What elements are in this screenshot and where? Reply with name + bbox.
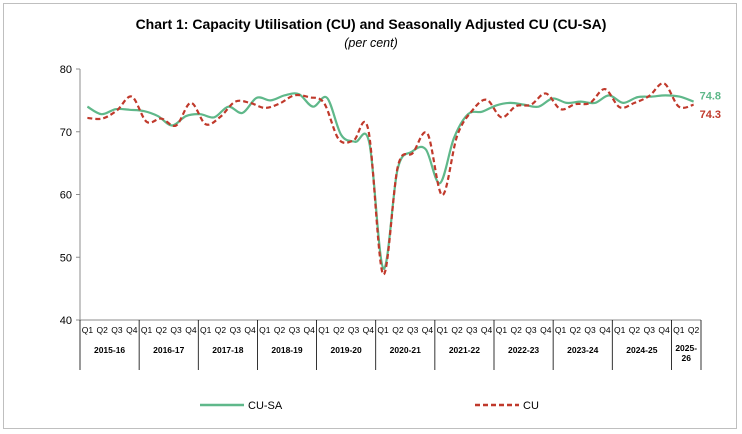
x-year-label: 2024-25 [626, 345, 657, 355]
end-value-label-cu-sa: 74.8 [700, 91, 721, 103]
x-quarter-label: Q3 [644, 325, 656, 335]
x-year-label: 2019-20 [331, 345, 362, 355]
x-quarter-label: Q3 [525, 325, 537, 335]
chart-title: Chart 1: Capacity Utilisation (CU) and S… [135, 16, 607, 32]
legend-label-cu-sa: CU-SA [248, 400, 283, 412]
x-quarter-label: Q4 [363, 325, 375, 335]
x-quarter-label: Q1 [614, 325, 626, 335]
x-quarter-label: Q4 [481, 325, 493, 335]
x-quarter-label: Q4 [422, 325, 434, 335]
x-year-label: 2018-19 [271, 345, 302, 355]
x-quarter-label: Q2 [333, 325, 345, 335]
x-quarter-label: Q1 [496, 325, 508, 335]
x-quarter-label: Q1 [377, 325, 389, 335]
x-quarter-label: Q4 [658, 325, 670, 335]
x-quarter-label: Q2 [511, 325, 523, 335]
x-year-label: 2015-16 [94, 345, 125, 355]
x-quarter-label: Q2 [629, 325, 641, 335]
chart-frame [3, 3, 737, 429]
x-quarter-label: Q4 [599, 325, 611, 335]
y-tick-label: 70 [60, 127, 72, 139]
x-year-label: 2023-24 [567, 345, 598, 355]
series-line-cu-sa [86, 92, 694, 270]
legend-label-cu: CU [523, 400, 539, 412]
x-quarter-label: Q4 [244, 325, 256, 335]
x-quarter-label: Q2 [392, 325, 404, 335]
x-quarter-label: Q1 [318, 325, 330, 335]
x-quarter-label: Q2 [274, 325, 286, 335]
x-quarter-label: Q1 [141, 325, 153, 335]
x-year-label: 2017-18 [212, 345, 243, 355]
x-quarter-label: Q3 [230, 325, 242, 335]
x-quarter-label: Q1 [555, 325, 567, 335]
y-tick-label: 50 [60, 252, 72, 264]
x-quarter-label: Q1 [200, 325, 212, 335]
x-quarter-label: Q3 [466, 325, 478, 335]
x-quarter-label: Q2 [570, 325, 582, 335]
x-quarter-label: Q2 [451, 325, 463, 335]
x-year-label: 2016-17 [153, 345, 184, 355]
x-year-label: 26 [681, 353, 691, 363]
x-quarter-label: Q2 [156, 325, 168, 335]
x-quarter-label: Q3 [111, 325, 123, 335]
end-value-label-cu: 74.3 [700, 109, 721, 121]
chart-subtitle: (per cent) [344, 36, 398, 50]
x-quarter-label: Q3 [348, 325, 360, 335]
x-quarter-label: Q1 [82, 325, 94, 335]
x-year-label: 2025- [675, 343, 697, 353]
x-year-label: 2022-23 [508, 345, 539, 355]
x-quarter-label: Q4 [126, 325, 138, 335]
y-tick-label: 60 [60, 190, 72, 202]
x-quarter-label: Q4 [304, 325, 316, 335]
y-tick-label: 80 [60, 64, 72, 76]
series-line-cu [87, 82, 694, 276]
x-year-label: 2021-22 [449, 345, 480, 355]
x-quarter-label: Q1 [437, 325, 449, 335]
x-year-label: 2020-21 [390, 345, 421, 355]
x-quarter-label: Q2 [688, 325, 700, 335]
x-quarter-label: Q1 [673, 325, 685, 335]
y-tick-label: 40 [60, 315, 72, 327]
x-quarter-label: Q3 [584, 325, 596, 335]
x-quarter-label: Q1 [259, 325, 271, 335]
x-quarter-label: Q2 [97, 325, 109, 335]
x-quarter-label: Q4 [540, 325, 552, 335]
x-quarter-label: Q3 [170, 325, 182, 335]
x-quarter-label: Q3 [289, 325, 301, 335]
x-quarter-label: Q3 [407, 325, 419, 335]
x-quarter-label: Q4 [185, 325, 197, 335]
x-quarter-label: Q2 [215, 325, 227, 335]
